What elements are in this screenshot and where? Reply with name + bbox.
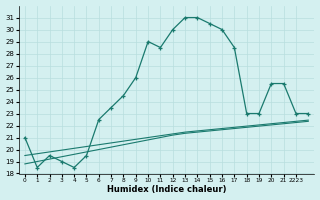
- X-axis label: Humidex (Indice chaleur): Humidex (Indice chaleur): [107, 185, 226, 194]
